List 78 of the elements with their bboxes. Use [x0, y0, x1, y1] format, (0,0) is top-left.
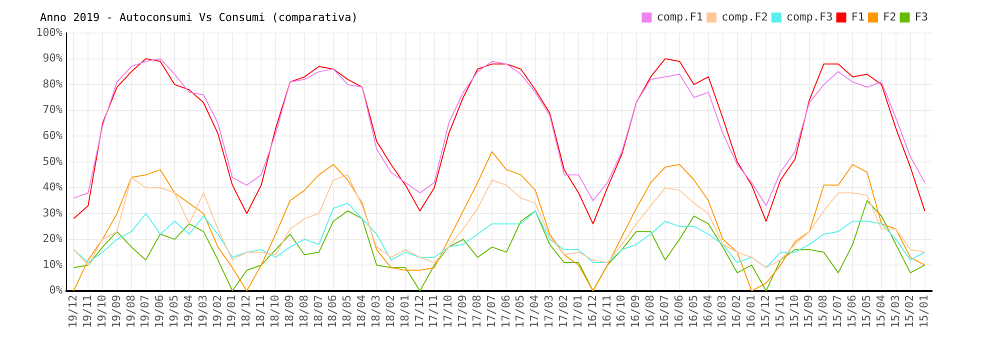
x-tick-label: 19/08 — [124, 294, 138, 328]
x-tick-label: 16/07 — [658, 294, 671, 328]
x-tick-label: 16/12 — [586, 294, 599, 328]
y-tick-label: 100% — [36, 26, 63, 39]
x-tick-label: 19/07 — [138, 294, 152, 328]
y-tick-label: 30% — [42, 206, 63, 220]
x-tick-label: 18/09 — [282, 294, 296, 328]
x-tick-label: 18/07 — [312, 294, 325, 328]
x-tick-label: 17/03 — [542, 294, 556, 328]
x-tick-label: 18/04 — [355, 294, 368, 328]
x-tick-label: 17/11 — [427, 294, 440, 328]
chart-title: Anno 2019 - Autoconsumi Vs Consumi (comparativa) — [40, 10, 358, 24]
legend-label: comp.F2 — [722, 10, 768, 24]
x-tick-label: 17/09 — [456, 294, 470, 328]
x-tick-label: 16/05 — [686, 294, 700, 328]
legend-label: comp.F1 — [656, 10, 704, 24]
x-tick-label: 18/11 — [254, 294, 268, 328]
y-tick-label: 70% — [42, 103, 63, 116]
x-tick-label: 19/04 — [182, 294, 195, 328]
y-tick-label: 0% — [49, 284, 63, 297]
y-tick-label: 40% — [42, 180, 63, 194]
y-tick-label: 90% — [42, 52, 63, 65]
x-tick-label: 18/05 — [340, 294, 354, 328]
x-tick-label: 15/05 — [860, 294, 873, 328]
y-tick-label: 80% — [42, 77, 63, 90]
legend-label: comp.F3 — [786, 10, 833, 24]
x-tick-label: 15/04 — [874, 294, 888, 328]
x-tick-label: 18/01 — [398, 294, 412, 328]
x-tick-label: 16/01 — [744, 294, 758, 328]
x-tick-label: 15/10 — [788, 294, 801, 328]
x-tick-label: 18/06 — [326, 294, 340, 328]
x-tick-label: 19/12 — [66, 294, 80, 328]
x-tick-label: 15/02 — [903, 294, 916, 328]
x-tick-label: 16/06 — [672, 294, 686, 328]
x-tick-label: 18/02 — [384, 294, 397, 328]
x-tick-label: 17/06 — [499, 294, 512, 328]
y-tick-label: 60% — [42, 129, 63, 142]
x-tick-label: 15/03 — [888, 294, 902, 328]
x-tick-label: 17/12 — [412, 294, 426, 328]
x-tick-label: 19/11 — [80, 294, 94, 328]
x-tick-label: 18/03 — [369, 294, 382, 328]
x-tick-label: 16/04 — [701, 294, 714, 328]
x-tick-label: 19/05 — [168, 294, 181, 328]
x-tick-label: 15/11 — [773, 294, 786, 328]
x-tick-label: 15/01 — [918, 294, 931, 328]
x-tick-label: 16/09 — [629, 294, 642, 328]
legend-label: F1 — [851, 10, 865, 24]
x-tick-label: 17/04 — [528, 294, 542, 328]
x-tick-label: 19/02 — [210, 294, 224, 328]
x-tick-label: 15/08 — [816, 294, 830, 328]
x-tick-label: 16/10 — [614, 294, 628, 328]
x-tick-label: 19/10 — [95, 294, 108, 328]
x-tick-label: 17/07 — [484, 294, 498, 328]
x-tick-label: 19/01 — [225, 294, 238, 328]
x-tick-label: 17/10 — [442, 294, 455, 328]
x-tick-label: 17/01 — [571, 294, 584, 328]
legend-label: F2 — [883, 10, 896, 24]
y-tick-label: 20% — [42, 232, 63, 246]
x-tick-label: 18/10 — [268, 294, 282, 328]
x-tick-label: 19/09 — [110, 294, 123, 328]
x-tick-label: 16/03 — [716, 294, 729, 328]
x-tick-label: 17/02 — [557, 294, 570, 328]
x-tick-label: 16/11 — [600, 294, 614, 328]
y-tick-label: 10% — [42, 258, 63, 271]
x-tick-label: 19/03 — [196, 294, 210, 328]
y-tick-label: 50% — [42, 154, 63, 168]
x-tick-label: 15/06 — [846, 294, 859, 328]
x-tick-label: 16/02 — [730, 294, 744, 328]
x-tick-label: 19/06 — [153, 294, 166, 328]
x-tick-label: 15/07 — [831, 294, 844, 328]
x-tick-label: 17/05 — [514, 294, 527, 328]
legend-label: F3 — [914, 10, 928, 24]
x-tick-label: 16/08 — [644, 294, 657, 328]
x-tick-label: 15/09 — [802, 294, 816, 328]
x-tick-label: 15/12 — [758, 294, 772, 328]
x-tick-label: 18/08 — [297, 294, 310, 328]
x-tick-label: 17/08 — [470, 294, 484, 328]
x-tick-label: 18/12 — [240, 294, 253, 328]
